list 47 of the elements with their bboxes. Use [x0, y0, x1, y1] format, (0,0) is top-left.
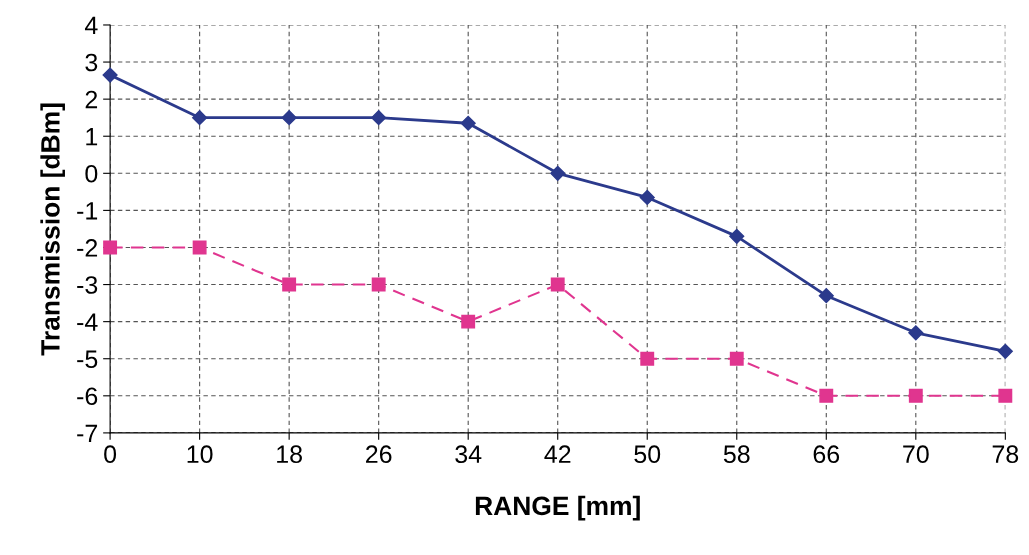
point [550, 165, 566, 181]
y-tick-label: 2 [85, 90, 98, 109]
point [460, 115, 476, 131]
point [461, 314, 476, 329]
point [908, 325, 924, 341]
y-tick-label: -2 [77, 239, 98, 257]
point [640, 351, 655, 366]
x-tick-label: 26 [366, 445, 392, 464]
y-tick-label: 3 [85, 53, 98, 72]
point [102, 67, 118, 83]
point [818, 288, 834, 304]
x-tick-label: 34 [455, 445, 482, 464]
point [908, 388, 923, 403]
point [103, 240, 118, 255]
point [729, 228, 745, 244]
y-tick-label: -5 [77, 350, 98, 369]
x-tick-label: 66 [813, 445, 840, 464]
point [282, 277, 297, 292]
x-tick-label: 42 [544, 445, 571, 463]
point [281, 110, 297, 126]
x-tick-label: 50 [634, 445, 661, 464]
x-axis-title: RANGE [mm] [475, 495, 640, 521]
point [729, 351, 744, 366]
y-tick-label: 0 [85, 164, 98, 183]
y-tick-label: -4 [77, 313, 98, 331]
y-axis-title: Transmission [dBm] [40, 103, 65, 356]
point [997, 343, 1013, 359]
x-tick-label: 0 [104, 445, 117, 464]
point [639, 189, 655, 205]
point [192, 240, 207, 255]
x-tick-label: 10 [187, 445, 213, 464]
x-tick-label: 18 [277, 445, 302, 464]
x-tick-label: 70 [903, 445, 929, 464]
point [550, 277, 565, 292]
y-tick-label: -1 [77, 202, 98, 220]
y-tick-label: -6 [77, 387, 98, 406]
point [998, 388, 1013, 403]
y-tick-label: -3 [77, 276, 98, 294]
y-tick-label: 1 [86, 128, 98, 146]
point [371, 110, 387, 126]
y-tick-label: -7 [77, 424, 98, 442]
point [371, 277, 386, 292]
x-tick-label: 58 [723, 445, 750, 464]
x-tick-label: 78 [992, 445, 1019, 464]
point [819, 388, 834, 403]
y-tick-label: 4 [84, 16, 98, 35]
point [192, 110, 208, 126]
